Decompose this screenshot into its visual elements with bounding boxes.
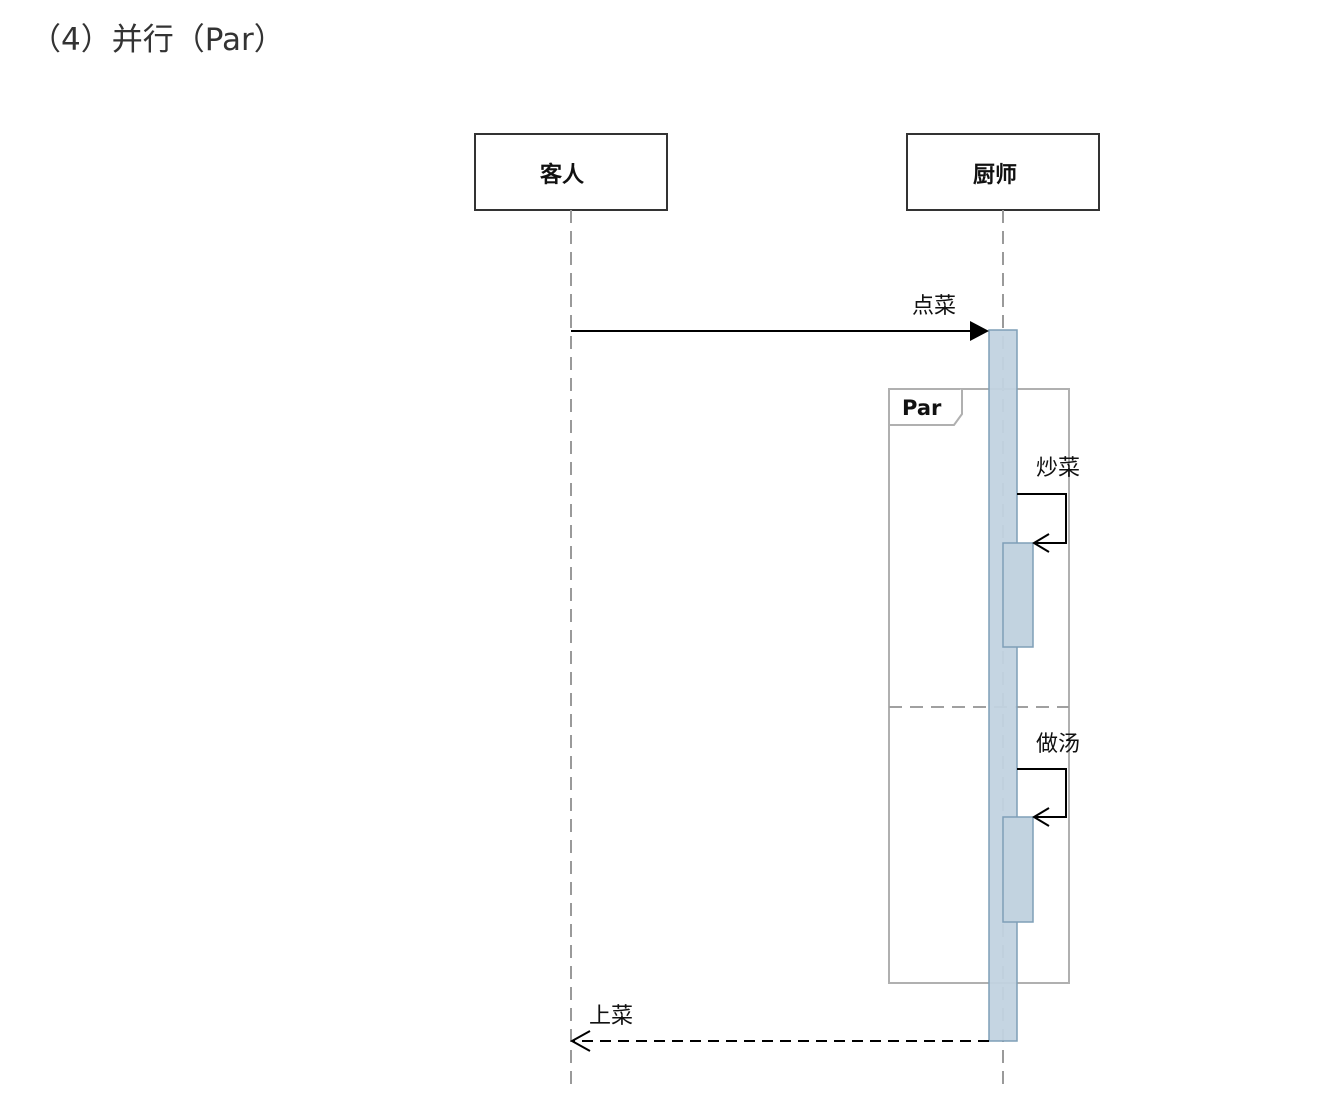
message-stir-fry-arrowhead xyxy=(1032,533,1050,553)
message-make-soup-line xyxy=(1017,768,1067,818)
message-make-soup-label: 做汤 xyxy=(1036,732,1080,757)
message-serve: 上菜 xyxy=(569,1004,989,1052)
message-make-soup-arrowhead xyxy=(1032,807,1050,827)
participant-customer-label: 客人 xyxy=(540,162,584,188)
message-stir-fry-label: 炒菜 xyxy=(1036,456,1080,481)
activation-chef-main xyxy=(988,329,1018,1042)
par-fragment-operator: Par xyxy=(902,396,942,420)
participant-chef: 厨师 xyxy=(906,133,1100,211)
activation-chef-stir-fry xyxy=(1002,542,1034,648)
message-serve-label: 上菜 xyxy=(589,1004,633,1029)
message-serve-arrowhead xyxy=(569,1030,591,1052)
section-heading: （4）并行（Par） xyxy=(30,22,285,58)
par-fragment: Par xyxy=(888,388,1070,984)
message-order: 点菜 xyxy=(571,294,989,341)
participant-customer-box xyxy=(474,133,668,211)
activation-chef-make-soup xyxy=(1002,816,1034,923)
par-fragment-label-tab xyxy=(889,389,963,426)
par-fragment-frame xyxy=(888,388,1070,984)
participant-chef-box xyxy=(906,133,1100,211)
message-make-soup: 做汤 xyxy=(1017,732,1080,827)
message-stir-fry-line xyxy=(1017,493,1067,544)
participant-customer: 客人 xyxy=(474,133,668,211)
message-order-arrowhead xyxy=(970,321,989,341)
message-stir-fry: 炒菜 xyxy=(1017,456,1080,553)
participant-chef-label: 厨师 xyxy=(973,162,1017,188)
message-order-label: 点菜 xyxy=(912,294,956,319)
